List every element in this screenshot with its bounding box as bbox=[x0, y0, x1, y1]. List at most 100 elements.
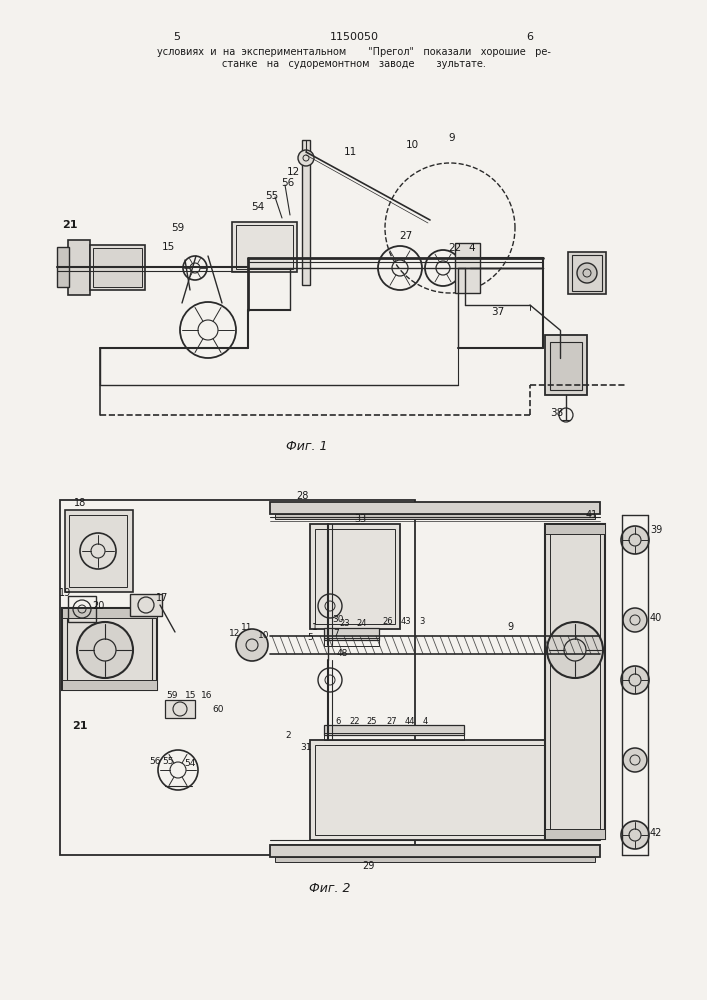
Text: 55: 55 bbox=[265, 191, 279, 201]
Text: 28: 28 bbox=[296, 491, 308, 501]
Bar bbox=[62, 680, 157, 690]
Text: 3: 3 bbox=[419, 616, 425, 626]
Text: Фиг. 1: Фиг. 1 bbox=[286, 440, 328, 454]
Text: 6: 6 bbox=[335, 718, 341, 726]
Text: 22: 22 bbox=[350, 718, 361, 726]
Text: 6: 6 bbox=[527, 32, 534, 42]
Circle shape bbox=[623, 608, 647, 632]
Bar bbox=[455, 243, 480, 293]
Text: 33: 33 bbox=[354, 514, 366, 524]
Text: 24: 24 bbox=[357, 619, 367, 629]
Text: 55: 55 bbox=[162, 758, 174, 766]
Bar bbox=[545, 524, 605, 534]
Text: 22: 22 bbox=[448, 243, 462, 253]
Text: 44: 44 bbox=[404, 718, 415, 726]
Text: 59: 59 bbox=[171, 223, 185, 233]
Text: 59: 59 bbox=[166, 690, 177, 700]
Bar bbox=[545, 829, 605, 839]
Text: 23: 23 bbox=[339, 619, 350, 629]
Text: 19: 19 bbox=[59, 588, 71, 598]
Text: 37: 37 bbox=[491, 307, 505, 317]
Bar bbox=[68, 596, 96, 622]
Bar bbox=[62, 608, 157, 618]
Text: 10: 10 bbox=[258, 631, 270, 640]
Bar bbox=[68, 240, 90, 295]
Text: 16: 16 bbox=[201, 690, 213, 700]
Text: 40: 40 bbox=[650, 613, 662, 623]
Text: условиях  и  на  экспериментальном       "Прегол"   показали   хорошие   ре-: условиях и на экспериментальном "Прегол"… bbox=[157, 47, 551, 57]
Text: 60: 60 bbox=[212, 706, 223, 714]
Text: 27: 27 bbox=[387, 718, 397, 726]
Bar bbox=[568, 252, 606, 294]
Bar bbox=[93, 248, 142, 287]
Bar bbox=[275, 514, 595, 519]
Text: Фиг. 2: Фиг. 2 bbox=[309, 882, 351, 894]
Text: 4: 4 bbox=[469, 243, 475, 253]
Bar bbox=[310, 740, 550, 840]
Bar bbox=[232, 222, 297, 272]
Text: 18: 18 bbox=[74, 498, 86, 508]
Text: 43: 43 bbox=[401, 616, 411, 626]
Text: 5: 5 bbox=[307, 634, 313, 643]
Bar bbox=[275, 857, 595, 862]
Text: 56: 56 bbox=[281, 178, 295, 188]
Bar bbox=[324, 638, 379, 646]
Bar bbox=[550, 529, 600, 834]
Bar bbox=[60, 500, 415, 855]
Bar bbox=[57, 247, 69, 287]
Text: 11: 11 bbox=[241, 622, 252, 632]
Text: 15: 15 bbox=[185, 690, 197, 700]
Bar bbox=[324, 628, 379, 640]
Bar bbox=[550, 342, 582, 390]
Circle shape bbox=[577, 263, 597, 283]
Text: 5: 5 bbox=[173, 32, 180, 42]
Text: 25: 25 bbox=[367, 718, 378, 726]
Text: 20: 20 bbox=[92, 601, 104, 611]
Text: 41: 41 bbox=[586, 510, 598, 520]
Text: 9: 9 bbox=[507, 622, 513, 632]
Bar bbox=[270, 845, 600, 857]
Bar bbox=[270, 502, 600, 514]
Text: 1: 1 bbox=[312, 622, 318, 632]
Bar bbox=[62, 608, 157, 690]
Bar bbox=[310, 524, 400, 629]
Bar bbox=[90, 245, 145, 290]
Text: 4: 4 bbox=[422, 718, 428, 726]
Text: 21: 21 bbox=[62, 220, 78, 230]
Circle shape bbox=[623, 748, 647, 772]
Text: 31: 31 bbox=[300, 744, 312, 752]
Circle shape bbox=[621, 666, 649, 694]
Text: 26: 26 bbox=[382, 616, 393, 626]
Text: 15: 15 bbox=[161, 242, 175, 252]
Text: 39: 39 bbox=[650, 525, 662, 535]
Text: 12: 12 bbox=[229, 629, 240, 638]
Text: 42: 42 bbox=[650, 828, 662, 838]
Bar bbox=[302, 140, 310, 285]
Text: 27: 27 bbox=[399, 231, 413, 241]
Text: 12: 12 bbox=[286, 167, 300, 177]
Text: 38: 38 bbox=[550, 408, 563, 418]
Bar bbox=[572, 255, 602, 291]
Circle shape bbox=[236, 629, 268, 661]
Bar bbox=[315, 745, 545, 835]
Text: 1150050: 1150050 bbox=[329, 32, 378, 42]
Text: 21: 21 bbox=[72, 721, 88, 731]
Text: 10: 10 bbox=[405, 140, 419, 150]
Text: 7: 7 bbox=[333, 630, 339, 639]
Circle shape bbox=[621, 526, 649, 554]
Circle shape bbox=[77, 622, 133, 678]
Text: 48: 48 bbox=[337, 648, 348, 658]
Bar bbox=[65, 510, 133, 592]
Text: 17: 17 bbox=[156, 593, 168, 603]
Bar bbox=[324, 725, 464, 735]
Text: станке   на   судоремонтном   заводе       зультате.: станке на судоремонтном заводе зультате. bbox=[222, 59, 486, 69]
Bar bbox=[315, 529, 395, 624]
Bar bbox=[545, 335, 587, 395]
Text: 9: 9 bbox=[449, 133, 455, 143]
Bar bbox=[545, 524, 605, 839]
Bar bbox=[69, 515, 127, 587]
Text: 2: 2 bbox=[285, 730, 291, 740]
Text: 29: 29 bbox=[362, 861, 374, 871]
Bar bbox=[236, 225, 293, 269]
Circle shape bbox=[547, 622, 603, 678]
